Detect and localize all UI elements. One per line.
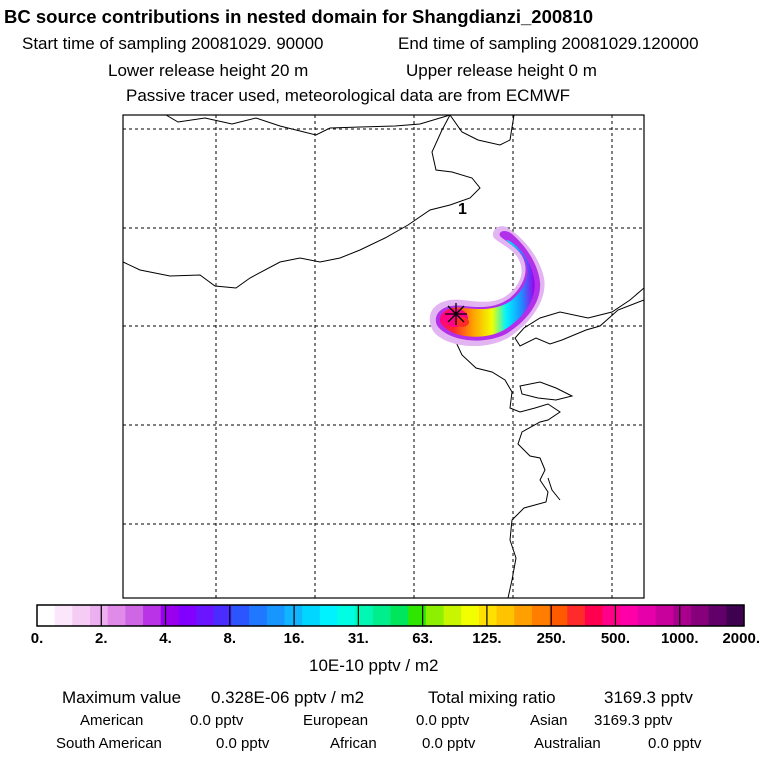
colorbar-cell: [37, 605, 56, 626]
colorbar-cell: [443, 605, 462, 626]
colorbar-cell: [355, 605, 374, 626]
colorbar-cell: [478, 605, 498, 626]
coastline-north: [165, 115, 451, 136]
colorbar-tick-label: 500.: [601, 630, 630, 647]
colorbar-cell: [408, 605, 427, 626]
colorbar-cell: [514, 605, 533, 626]
coastline-east-upper: [123, 115, 481, 289]
receptor-star-icon: [445, 303, 467, 325]
colorbar-tick-label: 31.: [348, 630, 369, 647]
region-european-value: 0.0 pptv: [416, 712, 470, 729]
colorbar-cell: [673, 605, 692, 626]
colorbar-cell: [160, 605, 179, 626]
max-value-label: Maximum value: [62, 688, 182, 707]
region-australian-value: 0.0 pptv: [648, 735, 702, 752]
colorbar-cell: [531, 605, 551, 626]
coastline-south-east: [547, 477, 561, 501]
region-asian-value: 3169.3 pptv: [594, 712, 673, 729]
colorbar-cell: [655, 605, 674, 626]
colorbar-tick-label: 63.: [412, 630, 433, 647]
colorbar-cell: [266, 605, 286, 626]
colorbar-tick-label: 4.: [159, 630, 172, 647]
colorbar-cell: [708, 605, 727, 626]
end-time-label: End time of sampling 20081029.120000: [398, 34, 699, 53]
coastlines: [123, 115, 644, 598]
colorbar-cell: [213, 605, 233, 626]
region-american-name: American: [80, 712, 144, 729]
colorbar-cell: [496, 605, 515, 626]
colorbar-cell: [319, 605, 339, 626]
start-time-label: Start time of sampling 20081029. 90000: [22, 34, 324, 53]
colorbar-cell: [620, 605, 639, 626]
colorbar-cell: [125, 605, 144, 626]
colorbar-cell: [54, 605, 73, 626]
colorbar-cell: [461, 605, 480, 626]
colorbar-cell: [637, 605, 657, 626]
colorbar-tick-label: 125.: [472, 630, 501, 647]
colorbar-cell: [107, 605, 126, 626]
upper-release-height-label: Upper release height 0 m: [406, 61, 597, 80]
colorbar-cell: [726, 605, 745, 626]
max-value: 0.328E-06 pptv / m2: [211, 688, 365, 707]
colorbar-cell: [425, 605, 445, 626]
plume-hot-zone: [455, 317, 469, 327]
coastline-south-islet: [519, 381, 574, 401]
region-european-name: European: [303, 712, 369, 729]
coastline-east-plate: [449, 115, 515, 146]
colorbar-cell: [90, 605, 109, 626]
tracer-info-label: Passive tracer used, meteorological data…: [126, 86, 571, 105]
lower-release-height-label: Lower release height 20 m: [108, 61, 309, 80]
gridlines: [123, 115, 644, 598]
region-african-value: 0.0 pptv: [422, 735, 476, 752]
plume: [429, 226, 545, 347]
colorbar-cell: [72, 605, 91, 626]
colorbar-cell: [372, 605, 392, 626]
coastline-bay: [514, 287, 644, 347]
region-asian-name: Asian: [530, 712, 568, 729]
region-south-american-value: 0.0 pptv: [216, 735, 270, 752]
colorbar-cell: [602, 605, 621, 626]
colorbar-cell: [549, 605, 568, 626]
colorbar-cell: [337, 605, 356, 626]
region-american-value: 0.0 pptv: [190, 712, 244, 729]
receptor-number-label: 1: [458, 201, 467, 218]
colorbar-tick-label: 2000.: [722, 630, 760, 647]
colorbar-tick-label: 8.: [224, 630, 237, 647]
colorbar-cell: [249, 605, 268, 626]
map-content: 1: [123, 115, 644, 598]
colorbar-cell: [196, 605, 215, 626]
region-australian-name: Australian: [534, 735, 601, 752]
region-south-american-name: South American: [56, 735, 162, 752]
total-mixing-value: 3169.3 pptv: [604, 688, 693, 707]
coastline-south: [454, 339, 561, 598]
colorbar-cell: [178, 605, 197, 626]
colorbar-tick-label: 2.: [95, 630, 108, 647]
colorbar-unit-label: 10E-10 pptv / m2: [309, 656, 439, 675]
map-frame: [122, 114, 645, 599]
colorbar-frame: [36, 604, 745, 627]
colorbar-cell: [143, 605, 162, 626]
colorbar-cell: [302, 605, 321, 626]
colorbar-tick-label: 16.: [284, 630, 305, 647]
colorbar-cell: [390, 605, 409, 626]
colorbar-cell: [584, 605, 604, 626]
colorbar-tick-label: 0.: [31, 630, 44, 647]
colorbar-tick-label: 1000.: [661, 630, 699, 647]
chart-title: BC source contributions in nested domain…: [4, 6, 594, 27]
colorbar-cell: [690, 605, 710, 626]
colorbar: 0. 2. 4. 8. 16. 31. 63. 125. 250. 500. 1000. 2000.: [31, 604, 760, 647]
total-mixing-label: Total mixing ratio: [428, 688, 556, 707]
colorbar-cell: [231, 605, 250, 626]
colorbar-tick-label: 250.: [537, 630, 566, 647]
colorbar-cell: [567, 605, 586, 626]
region-african-name: African: [330, 735, 377, 752]
